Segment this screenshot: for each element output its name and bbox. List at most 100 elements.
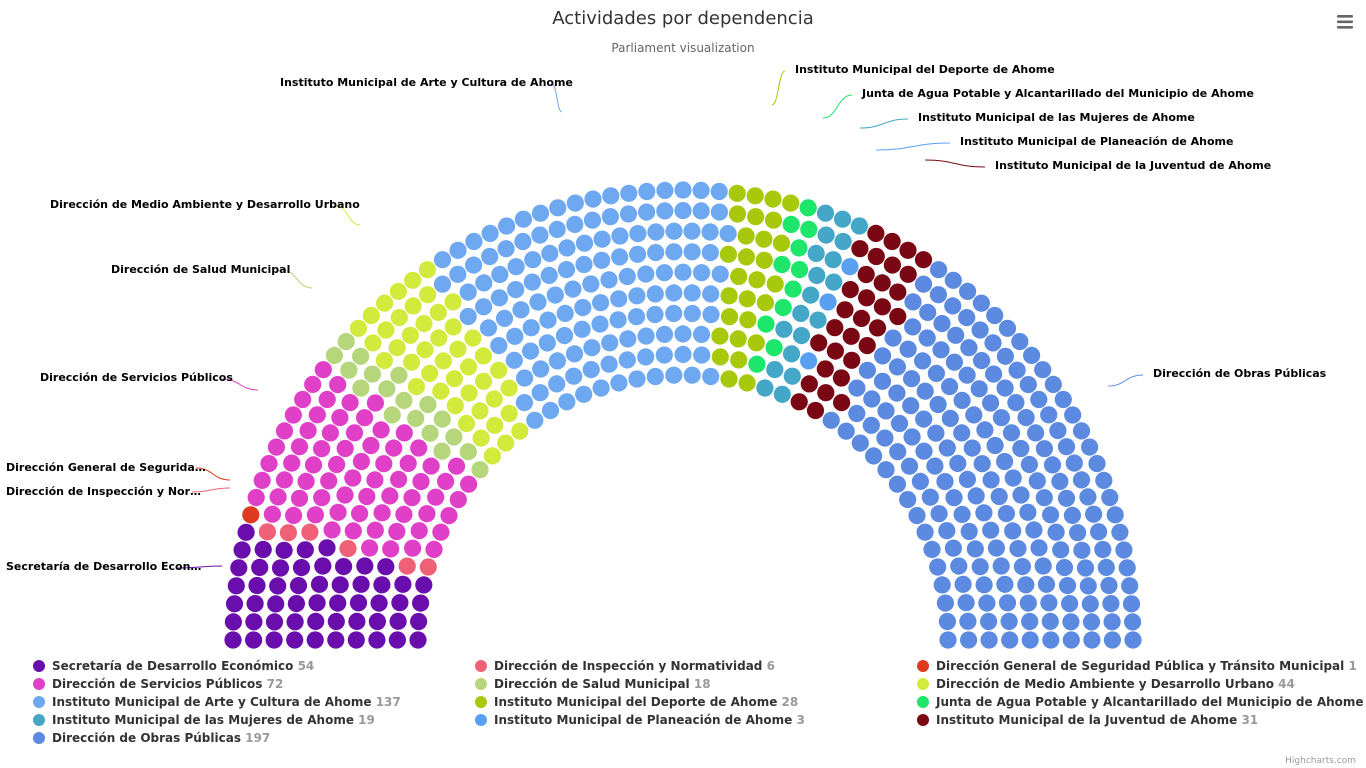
seat[interactable] [389,282,407,300]
seat[interactable] [807,244,825,262]
legend-item[interactable]: Secretaría de Desarrollo Económico 54 [33,659,314,673]
seat[interactable] [1012,439,1030,458]
seat[interactable] [701,244,719,262]
seat[interactable] [728,184,746,202]
seat[interactable] [808,266,826,284]
seat[interactable] [1090,523,1108,541]
seat[interactable] [546,286,564,304]
seat[interactable] [575,385,593,403]
seat[interactable] [267,438,285,456]
seat[interactable] [321,424,339,442]
seat[interactable] [409,631,427,649]
seat[interactable] [449,265,467,283]
seat[interactable] [800,375,818,393]
seat[interactable] [557,261,576,279]
seat[interactable] [531,384,549,402]
seat[interactable] [883,232,901,251]
seat[interactable] [421,424,439,442]
seat[interactable] [529,293,547,311]
seat[interactable] [344,522,362,540]
seat[interactable] [486,416,504,434]
seat[interactable] [389,612,407,630]
seat[interactable] [976,421,994,439]
seat[interactable] [279,524,297,542]
seat[interactable] [1007,394,1025,412]
seat[interactable] [600,271,618,289]
seat[interactable] [404,271,422,289]
seat[interactable] [440,506,458,525]
seat[interactable] [1028,472,1046,490]
seat[interactable] [1042,631,1060,649]
seat[interactable] [655,325,674,343]
seat[interactable] [1019,376,1037,394]
seat[interactable] [851,240,869,258]
seat[interactable] [390,470,408,488]
seat[interactable] [403,353,421,371]
seat[interactable] [416,341,434,359]
seat[interactable] [646,367,664,386]
seat[interactable] [366,394,384,412]
seat[interactable] [998,594,1017,612]
seat[interactable] [1081,438,1099,456]
seat[interactable] [975,576,993,594]
seat[interactable] [903,370,921,388]
seat[interactable] [1118,559,1136,577]
seat[interactable] [1019,503,1037,521]
seat[interactable] [348,612,366,631]
seat[interactable] [683,243,701,261]
seat[interactable] [628,370,646,388]
seat[interactable] [1040,406,1058,424]
seat[interactable] [1008,361,1026,379]
seat[interactable] [1030,539,1048,557]
seat[interactable] [930,505,948,523]
seat[interactable] [996,347,1015,365]
seat[interactable] [1121,577,1139,595]
seat[interactable] [834,210,852,228]
seat[interactable] [419,395,437,414]
seat[interactable] [368,612,386,631]
legend-item[interactable]: Instituto Municipal de Arte y Cultura de… [33,695,401,709]
seat[interactable] [352,347,370,365]
seat[interactable] [1076,559,1095,577]
seat[interactable] [1085,505,1103,523]
seat[interactable] [834,232,852,251]
seat[interactable] [987,539,1006,557]
seat[interactable] [269,488,287,506]
seat[interactable] [378,380,396,398]
seat[interactable] [637,327,655,345]
seat[interactable] [610,374,628,392]
seat[interactable] [674,202,692,220]
seat[interactable] [362,306,380,325]
seat[interactable] [313,489,331,507]
seat[interactable] [403,489,421,507]
seat[interactable] [437,472,455,490]
seat[interactable] [449,491,467,509]
seat[interactable] [665,284,683,302]
seat[interactable] [884,329,902,347]
seat[interactable] [851,434,869,452]
seat[interactable] [335,558,353,576]
seat[interactable] [1034,557,1052,575]
seat[interactable] [318,390,336,409]
seat[interactable] [1040,594,1058,612]
seat[interactable] [433,442,451,460]
seat[interactable] [323,521,341,539]
seat[interactable] [841,258,859,276]
seat[interactable] [445,428,463,446]
seat[interactable] [251,558,269,577]
seat[interactable] [665,243,683,261]
legend-item[interactable]: Instituto Municipal de las Mujeres de Ah… [33,713,375,727]
legend-item[interactable]: Dirección de Obras Públicas 197 [33,731,270,745]
seat[interactable] [233,541,251,559]
seat[interactable] [790,393,808,411]
seat[interactable] [575,255,593,274]
seat[interactable] [1072,471,1091,489]
seat[interactable] [388,339,406,357]
seat[interactable] [800,220,818,238]
seat[interactable] [958,309,976,327]
seat[interactable] [730,267,748,286]
seat[interactable] [373,576,391,594]
seat[interactable] [877,461,895,479]
seat[interactable] [737,248,756,266]
seat[interactable] [531,226,549,244]
